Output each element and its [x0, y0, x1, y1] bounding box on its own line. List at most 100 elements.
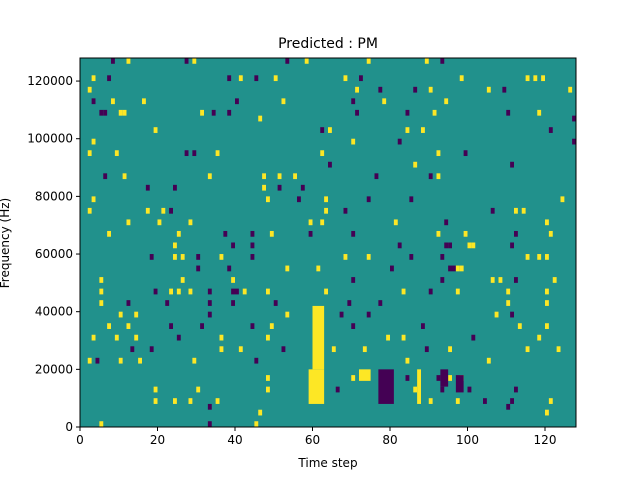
heatmap-cell: [533, 75, 538, 82]
heatmap-cell: [548, 398, 553, 404]
x-axis-label: Time step: [297, 456, 357, 470]
heatmap-cell: [541, 75, 545, 82]
heatmap-cell: [173, 254, 177, 260]
heatmap-cell: [537, 254, 542, 260]
heatmap-cell: [351, 98, 356, 105]
x-tick-label: 40: [227, 433, 242, 447]
heatmap-cell: [324, 207, 328, 214]
y-tick-label: 0: [65, 420, 73, 434]
heatmap-cell: [87, 207, 92, 214]
heatmap-cell: [207, 288, 212, 295]
y-tick-label: 40000: [35, 305, 73, 319]
heatmap-cell: [397, 242, 402, 249]
heatmap-cell: [254, 75, 259, 82]
heatmap-cell: [219, 254, 224, 260]
heatmap-cell: [510, 161, 514, 168]
heatmap-cell: [514, 277, 518, 283]
heatmap-cell: [111, 58, 115, 64]
heatmap-cell: [99, 277, 104, 283]
heatmap-cell: [436, 375, 441, 381]
heatmap-cell: [153, 386, 158, 393]
heatmap-cell: [556, 346, 561, 353]
heatmap-cell: [351, 375, 356, 381]
heatmap-cell: [432, 109, 437, 116]
heatmap-cell: [169, 207, 173, 214]
heatmap-cell: [250, 323, 255, 329]
heatmap-cell: [173, 184, 177, 191]
heatmap-cell: [486, 86, 491, 93]
heatmap-cell: [262, 173, 266, 180]
y-tick-label: 100000: [27, 132, 73, 146]
heatmap-cell: [506, 288, 511, 295]
heatmap-cell: [351, 230, 356, 237]
heatmap-cell: [273, 75, 278, 82]
heatmap-cell: [269, 230, 274, 237]
y-tick-label: 60000: [35, 247, 73, 261]
heatmap-cell: [107, 230, 111, 237]
heatmap-cell: [153, 127, 158, 133]
heatmap-cell: [359, 369, 371, 381]
heatmap-cell: [196, 265, 201, 272]
heatmap-cell: [242, 288, 247, 295]
heatmap-cell: [343, 254, 348, 260]
heatmap-cell: [269, 323, 274, 329]
heatmap-cell: [545, 219, 549, 226]
heatmap-cell: [308, 230, 313, 237]
heatmap-cell: [343, 207, 348, 214]
heatmap-cell: [161, 207, 166, 214]
heatmap-cell: [126, 300, 131, 306]
heatmap-cell: [545, 288, 549, 295]
heatmap-cell: [351, 138, 356, 145]
x-tick-label: 120: [534, 433, 557, 447]
heatmap-cell: [324, 196, 328, 203]
x-tick-label: 80: [382, 433, 397, 447]
heatmap-cell: [339, 311, 344, 318]
heatmap-cell: [486, 357, 491, 364]
heatmap-cell: [448, 346, 452, 353]
heatmap-cell: [560, 196, 565, 203]
heatmap-cell: [118, 311, 123, 318]
heatmap-cell: [424, 346, 429, 353]
heatmap-cell: [440, 369, 449, 387]
heatmap-cell: [568, 86, 573, 93]
heatmap-cell: [316, 265, 321, 272]
heatmap-cell: [293, 173, 297, 180]
heatmap-cell: [498, 277, 503, 283]
heatmap-cell: [548, 127, 553, 133]
heatmap-cell: [405, 375, 410, 381]
heatmap-cell: [165, 300, 170, 306]
heatmap-cell: [231, 288, 235, 295]
heatmap-cell: [266, 334, 270, 341]
heatmap-cell: [285, 265, 290, 272]
heatmap-cell: [440, 254, 445, 260]
heatmap-cell: [428, 86, 433, 93]
heatmap-cell: [455, 398, 460, 404]
heatmap-cell: [99, 421, 104, 427]
heatmap-cell: [153, 288, 158, 295]
heatmap-cell: [300, 184, 305, 191]
heatmap-cell: [215, 398, 220, 404]
chart-title: Predicted : PM: [278, 36, 378, 52]
plot-area: [79, 57, 577, 428]
heatmap-cell: [91, 334, 96, 341]
heatmap-cell: [537, 109, 542, 116]
heatmap-cell: [196, 386, 201, 393]
heatmap-cell: [238, 346, 243, 353]
heatmap-cell: [514, 230, 518, 237]
heatmap-cell: [231, 277, 235, 283]
heatmap-cell: [91, 138, 96, 145]
heatmap-cell: [149, 254, 154, 260]
heatmap-cell: [219, 334, 224, 341]
heatmap-cell: [227, 109, 232, 116]
heatmap-cell: [118, 357, 123, 364]
heatmap-cell: [510, 311, 514, 318]
heatmap-cell: [176, 230, 181, 237]
heatmap-cell: [355, 86, 359, 93]
heatmap-cell: [231, 242, 235, 249]
heatmap-cell: [393, 219, 398, 226]
heatmap-cell: [91, 75, 96, 82]
heatmap-cell: [281, 346, 286, 353]
heatmap-cell: [207, 311, 212, 318]
heatmap-cell: [173, 398, 177, 404]
heatmap-cell: [91, 98, 96, 105]
